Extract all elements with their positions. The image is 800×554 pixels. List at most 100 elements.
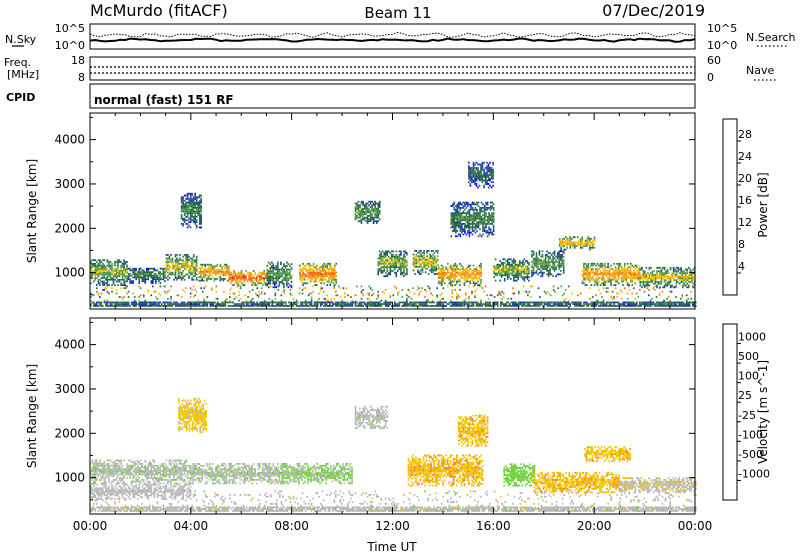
data-cell bbox=[537, 264, 539, 267]
data-cell bbox=[489, 214, 492, 216]
data-cell bbox=[90, 305, 92, 307]
data-cell bbox=[228, 271, 231, 274]
data-cell bbox=[375, 222, 378, 224]
data-cell bbox=[412, 258, 415, 261]
data-cell bbox=[472, 270, 475, 272]
data-cell bbox=[141, 273, 143, 275]
data-cell bbox=[383, 254, 385, 256]
data-cell bbox=[412, 301, 414, 304]
data-cell bbox=[616, 270, 618, 272]
data-cell bbox=[345, 301, 348, 304]
data-cell bbox=[237, 284, 240, 286]
data-cell bbox=[489, 177, 491, 180]
data-cell bbox=[584, 270, 587, 272]
data-cell bbox=[482, 207, 484, 209]
data-cell bbox=[180, 223, 183, 225]
data-cell bbox=[448, 277, 451, 279]
data-cell bbox=[322, 297, 325, 300]
data-cell bbox=[468, 170, 470, 173]
data-cell bbox=[424, 305, 426, 307]
data-cell bbox=[357, 206, 360, 208]
data-cell bbox=[334, 273, 336, 276]
data-cell bbox=[334, 270, 336, 272]
data-cell bbox=[191, 205, 193, 207]
data-cell bbox=[410, 301, 413, 304]
data-cell bbox=[114, 305, 116, 307]
data-cell bbox=[229, 296, 231, 298]
data-cell bbox=[400, 271, 402, 274]
data-cell bbox=[461, 230, 463, 232]
data-cell bbox=[543, 268, 545, 270]
data-cell bbox=[191, 192, 193, 195]
data-cell bbox=[123, 305, 125, 307]
data-cell bbox=[681, 303, 683, 305]
data-cell bbox=[546, 250, 548, 253]
data-cell bbox=[331, 278, 333, 281]
data-cell bbox=[482, 233, 484, 236]
data-cell bbox=[189, 296, 192, 298]
data-cell bbox=[437, 271, 440, 274]
data-cell bbox=[211, 289, 213, 291]
data-cell bbox=[314, 275, 316, 278]
data-cell bbox=[455, 230, 457, 232]
data-cell bbox=[471, 219, 474, 222]
data-cell bbox=[273, 301, 275, 304]
data-cell bbox=[99, 268, 101, 270]
data-cell bbox=[465, 275, 467, 278]
data-cell bbox=[581, 238, 584, 240]
data-cell bbox=[207, 278, 210, 280]
data-cell bbox=[189, 198, 192, 200]
data-cell bbox=[623, 271, 626, 274]
data-cell bbox=[459, 301, 461, 304]
data-cell bbox=[533, 303, 535, 305]
data-cell bbox=[471, 215, 474, 218]
data-cell bbox=[179, 262, 181, 265]
data-cell bbox=[596, 282, 599, 285]
data-cell bbox=[395, 261, 398, 263]
data-cell bbox=[269, 263, 272, 266]
data-cell bbox=[480, 270, 482, 272]
data-cell bbox=[476, 210, 478, 213]
data-cell bbox=[194, 303, 196, 305]
data-cell bbox=[177, 277, 180, 279]
data-cell bbox=[277, 285, 280, 288]
data-cell bbox=[610, 284, 612, 286]
data-cell bbox=[471, 221, 474, 223]
data-cell bbox=[502, 262, 504, 264]
data-cell bbox=[557, 287, 559, 290]
data-cell bbox=[467, 212, 469, 215]
data-cell bbox=[120, 268, 122, 270]
data-cell bbox=[455, 214, 457, 216]
data-cell bbox=[277, 263, 279, 266]
data-cell bbox=[173, 264, 175, 267]
data-cell bbox=[430, 250, 433, 252]
data-cell bbox=[517, 274, 520, 277]
data-cell bbox=[227, 269, 229, 271]
data-cell bbox=[474, 179, 476, 182]
data-cell bbox=[321, 277, 324, 279]
data-cell bbox=[182, 198, 184, 200]
data-cell bbox=[457, 280, 460, 283]
data-cell bbox=[471, 270, 473, 272]
data-cell bbox=[478, 303, 481, 305]
data-cell bbox=[513, 274, 515, 277]
data-cell bbox=[363, 218, 366, 221]
data-cell bbox=[224, 301, 227, 304]
data-cell bbox=[315, 277, 318, 279]
data-cell bbox=[381, 259, 384, 262]
data-cell bbox=[368, 207, 370, 210]
data-cell bbox=[139, 305, 142, 307]
data-cell bbox=[165, 292, 168, 295]
data-cell bbox=[459, 228, 462, 231]
data-cell bbox=[666, 301, 668, 304]
data-cell bbox=[538, 259, 541, 262]
data-cell bbox=[401, 305, 404, 307]
data-cell bbox=[329, 271, 332, 274]
data-cell bbox=[269, 274, 272, 276]
data-cell bbox=[414, 266, 416, 268]
data-cell bbox=[108, 292, 110, 295]
data-cell bbox=[152, 303, 154, 305]
data-cell bbox=[500, 272, 503, 275]
data-cell bbox=[461, 226, 463, 229]
data-cell bbox=[165, 301, 168, 304]
